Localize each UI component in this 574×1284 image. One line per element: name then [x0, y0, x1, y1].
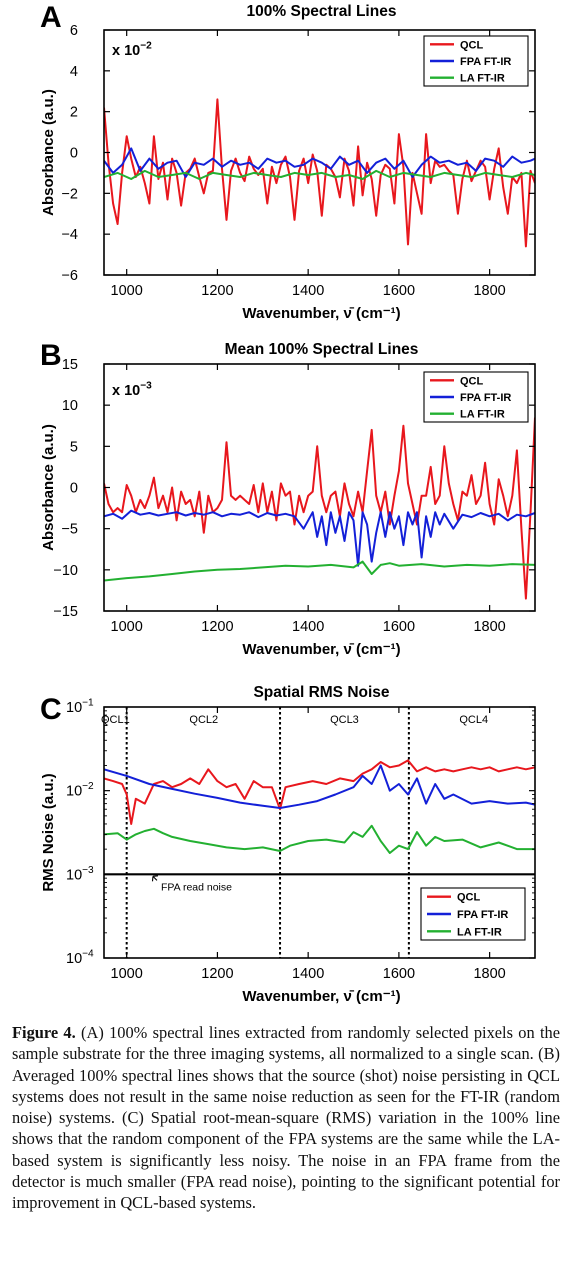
series-line-fpa-ft-ir	[104, 147, 535, 178]
region-label: QCL1	[101, 714, 130, 726]
x-tick-label: 1600	[383, 283, 415, 299]
legend-label: FPA FT-IR	[460, 56, 511, 68]
panel-a-title: 100% Spectral Lines	[247, 3, 397, 20]
y-tick-label: 6	[70, 23, 78, 39]
x-tick-label: 1800	[473, 283, 505, 299]
y-tick-label: 15	[62, 357, 78, 373]
read-noise-arrow	[151, 875, 159, 882]
legend-label: LA FT-IR	[460, 73, 505, 85]
x-tick-label: 1800	[473, 619, 505, 635]
x-tick-label: 1000	[111, 966, 143, 982]
x-tick-label: 1200	[201, 619, 233, 635]
legend-label: LA FT-IR	[457, 926, 502, 938]
panel-a-letter: A	[40, 1, 62, 34]
y-tick-label: 0	[70, 481, 78, 497]
legend-label: FPA FT-IR	[460, 392, 511, 404]
y-tick-label: −15	[53, 604, 78, 620]
caption-label: Figure 4.	[12, 1023, 76, 1042]
x-tick-label: 1600	[383, 966, 415, 982]
series-line-la-ft-ir	[104, 824, 535, 854]
y-axis-label: Absorbance (a.u.)	[40, 424, 57, 551]
y-tick-label: −2	[61, 186, 78, 202]
series-line-la-ft-ir	[104, 560, 535, 582]
y-multiplier-label-exponent: −3	[140, 380, 152, 391]
y-tick-label: −5	[61, 522, 78, 538]
series-line-la-ft-ir	[104, 169, 535, 180]
y-tick-label-exponent: −1	[82, 697, 94, 708]
series-line-fpa-ft-ir	[104, 509, 535, 567]
x-tick-label: 1400	[292, 619, 324, 635]
y-tick-label: 4	[70, 64, 78, 80]
y-tick-label-base: 10	[66, 700, 82, 716]
y-tick-label-exponent: −4	[82, 948, 94, 959]
x-tick-label: 1600	[383, 619, 415, 635]
y-tick-label: −4	[61, 227, 78, 243]
y-multiplier-label: x 10−3	[112, 380, 152, 399]
series-line-qcl	[104, 759, 535, 825]
series-line-fpa-ft-ir	[104, 764, 535, 809]
legend-label: QCL	[460, 375, 484, 387]
x-axis-label: Wavenumber, ν̄ (cm⁻¹)	[242, 988, 400, 1005]
y-axis-label: RMS Noise (a.u.)	[40, 773, 57, 891]
y-multiplier-label-base: x 10	[112, 383, 140, 399]
region-label: QCL4	[459, 714, 488, 726]
y-tick-label: 0	[70, 146, 78, 162]
y-tick-label-exponent: −2	[82, 781, 94, 792]
series-line-qcl	[104, 417, 535, 600]
x-axis-label: Wavenumber, ν̄ (cm⁻¹)	[242, 305, 400, 322]
x-tick-label: 1800	[473, 966, 505, 982]
y-tick-label: 10−3	[66, 865, 94, 884]
panel-b-title: Mean 100% Spectral Lines	[225, 341, 419, 358]
read-noise-annotation: FPA read noise	[161, 881, 232, 893]
y-multiplier-label: x 10−2	[112, 40, 152, 59]
legend-label: QCL	[460, 39, 484, 51]
y-tick-label: 5	[70, 439, 78, 455]
y-tick-label-base: 10	[66, 784, 82, 800]
x-tick-label: 1000	[111, 619, 143, 635]
y-tick-label-base: 10	[66, 867, 82, 883]
y-multiplier-label-exponent: −2	[140, 40, 152, 51]
panel-c-title: Spatial RMS Noise	[253, 684, 389, 701]
x-axis-label: Wavenumber, ν̄ (cm⁻¹)	[242, 641, 400, 658]
y-tick-label: 10	[62, 398, 78, 414]
x-tick-label: 1200	[201, 283, 233, 299]
x-tick-label: 1200	[201, 966, 233, 982]
panel-b-letter: B	[40, 339, 62, 372]
region-label: QCL2	[189, 714, 218, 726]
legend-label: FPA FT-IR	[457, 909, 508, 921]
caption-text: (A) 100% spectral lines extracted from r…	[12, 1023, 560, 1213]
y-tick-label: −6	[61, 268, 78, 284]
region-label: QCL3	[330, 714, 359, 726]
y-tick-label: 2	[70, 105, 78, 121]
y-multiplier-label-base: x 10	[112, 43, 140, 59]
y-tick-label: 10−4	[66, 948, 94, 967]
y-axis-label: Absorbance (a.u.)	[40, 89, 57, 216]
y-tick-label-exponent: −3	[82, 865, 94, 876]
plot-frame	[103, 706, 536, 959]
y-tick-label: −10	[53, 563, 78, 579]
x-tick-label: 1000	[111, 283, 143, 299]
legend-label: LA FT-IR	[460, 409, 505, 421]
x-tick-label: 1400	[292, 966, 324, 982]
y-tick-label: 10−1	[66, 697, 94, 716]
y-tick-label-base: 10	[66, 951, 82, 967]
x-tick-label: 1400	[292, 283, 324, 299]
panel-c-letter: C	[40, 693, 62, 726]
figure-caption: Figure 4. (A) 100% spectral lines extrac…	[12, 1022, 560, 1214]
legend-label: QCL	[457, 892, 481, 904]
y-tick-label: 10−2	[66, 781, 94, 800]
